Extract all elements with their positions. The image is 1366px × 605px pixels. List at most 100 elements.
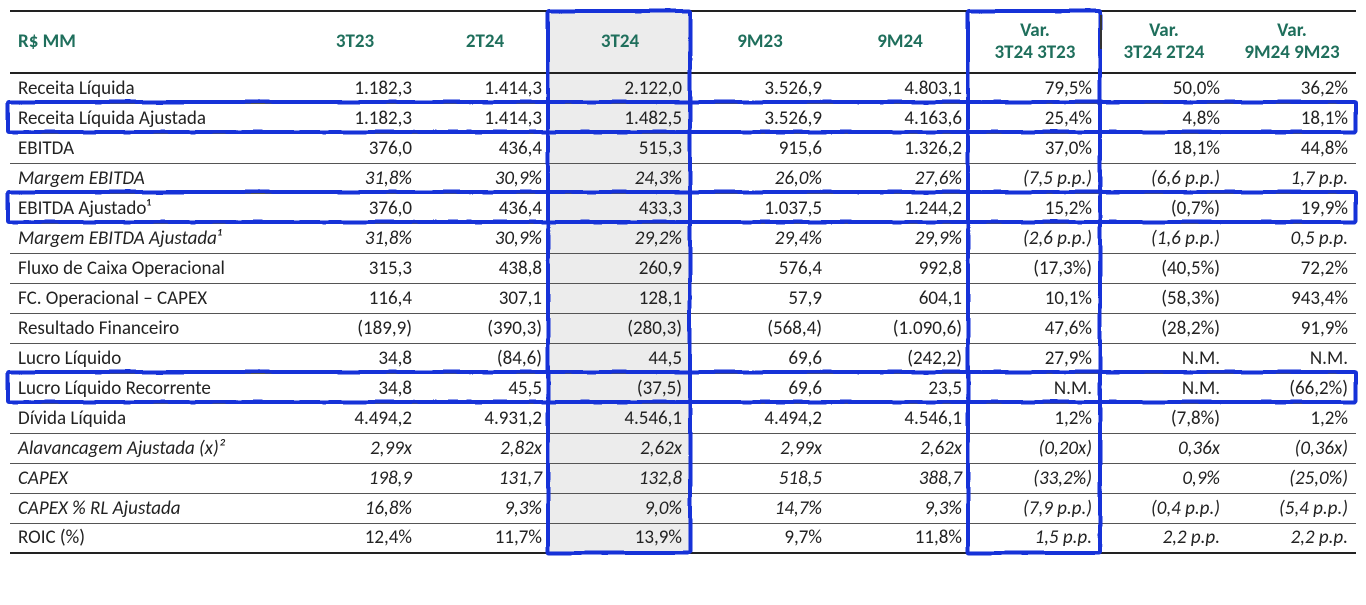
cell: 515,3	[550, 133, 690, 163]
financial-table: R$ MM 3T23 2T24 3T24 9M23 9M24 Var.3T24 …	[10, 10, 1356, 554]
cell: 433,3	[550, 193, 690, 223]
cell: 34,8	[290, 373, 420, 403]
cell: 27,6%	[830, 163, 970, 193]
cell: 26,0%	[690, 163, 830, 193]
row-label: Lucro Líquido	[10, 343, 290, 373]
cell: 9,3%	[830, 493, 970, 523]
cell: 0,5 p.p.	[1228, 223, 1356, 253]
cell: 1,5 p.p.	[970, 523, 1100, 553]
cell: 2,62x	[830, 433, 970, 463]
cell: 31,8%	[290, 163, 420, 193]
cell: 4.931,2	[420, 403, 550, 433]
table-row: Margem EBITDA31,8%30,9%24,3%26,0%27,6%(7…	[10, 163, 1356, 193]
header-var-1: Var.3T24 2T24	[1100, 11, 1228, 73]
row-label: Alavancagem Ajustada (x)²	[10, 433, 290, 463]
table-row: Margem EBITDA Ajustada¹31,8%30,9%29,2%29…	[10, 223, 1356, 253]
column-separator	[1100, 15, 1102, 49]
cell: 4.803,1	[830, 73, 970, 103]
header-row: R$ MM 3T23 2T24 3T24 9M23 9M24 Var.3T24 …	[10, 11, 1356, 73]
cell: 19,9%	[1228, 193, 1356, 223]
cell: 44,8%	[1228, 133, 1356, 163]
row-label: EBITDA	[10, 133, 290, 163]
cell: 198,9	[290, 463, 420, 493]
cell: 34,8	[290, 343, 420, 373]
cell: 30,9%	[420, 223, 550, 253]
cell: N.M.	[1100, 373, 1228, 403]
table-row: EBITDA Ajustado¹376,0436,4433,31.037,51.…	[10, 193, 1356, 223]
cell: 13,9%	[550, 523, 690, 553]
cell: (33,2%)	[970, 463, 1100, 493]
cell: 9,7%	[690, 523, 830, 553]
cell: (280,3)	[550, 313, 690, 343]
cell: 376,0	[290, 133, 420, 163]
cell: 1,2%	[970, 403, 1100, 433]
cell: (28,2%)	[1100, 313, 1228, 343]
cell: 2,62x	[550, 433, 690, 463]
cell: 91,9%	[1228, 313, 1356, 343]
table-row: Receita Líquida1.182,31.414,32.122,03.52…	[10, 73, 1356, 103]
table-row: Alavancagem Ajustada (x)²2,99x2,82x2,62x…	[10, 433, 1356, 463]
cell: (6,6 p.p.)	[1100, 163, 1228, 193]
header-col-2: 3T24	[550, 11, 690, 73]
cell: 2,2 p.p.	[1228, 523, 1356, 553]
cell: (84,6)	[420, 343, 550, 373]
cell: (242,2)	[830, 343, 970, 373]
cell: 1,7 p.p.	[1228, 163, 1356, 193]
cell: 11,8%	[830, 523, 970, 553]
cell: 3.526,9	[690, 103, 830, 133]
cell: (2,6 p.p.)	[970, 223, 1100, 253]
cell: 307,1	[420, 283, 550, 313]
cell: 1.182,3	[290, 73, 420, 103]
cell: (17,3%)	[970, 253, 1100, 283]
cell: 79,5%	[970, 73, 1100, 103]
cell: 36,2%	[1228, 73, 1356, 103]
row-label: Receita Líquida	[10, 73, 290, 103]
table-row: Receita Líquida Ajustada1.182,31.414,31.…	[10, 103, 1356, 133]
row-label: ROIC (%)	[10, 523, 290, 553]
cell: 10,1%	[970, 283, 1100, 313]
table-row: Resultado Financeiro(189,9)(390,3)(280,3…	[10, 313, 1356, 343]
cell: 29,9%	[830, 223, 970, 253]
cell: 69,6	[690, 343, 830, 373]
cell: 15,2%	[970, 193, 1100, 223]
cell: (0,20x)	[970, 433, 1100, 463]
cell: 438,8	[420, 253, 550, 283]
table-row: Fluxo de Caixa Operacional315,3438,8260,…	[10, 253, 1356, 283]
row-label: Lucro Líquido Recorrente	[10, 373, 290, 403]
cell: 1.326,2	[830, 133, 970, 163]
cell: 992,8	[830, 253, 970, 283]
row-label: Resultado Financeiro	[10, 313, 290, 343]
header-col-0: 3T23	[290, 11, 420, 73]
cell: 915,6	[690, 133, 830, 163]
cell: 1.414,3	[420, 73, 550, 103]
cell: N.M.	[1228, 343, 1356, 373]
cell: 4.163,6	[830, 103, 970, 133]
table-row: CAPEX % RL Ajustada16,8%9,3%9,0%14,7%9,3…	[10, 493, 1356, 523]
cell: 2,82x	[420, 433, 550, 463]
cell: 1.037,5	[690, 193, 830, 223]
cell: 116,4	[290, 283, 420, 313]
row-label: EBITDA Ajustado¹	[10, 193, 290, 223]
cell: (37,5)	[550, 373, 690, 403]
row-label: Receita Líquida Ajustada	[10, 103, 290, 133]
table-row: Lucro Líquido34,8(84,6)44,569,6(242,2)27…	[10, 343, 1356, 373]
cell: 69,6	[690, 373, 830, 403]
cell: 0,36x	[1100, 433, 1228, 463]
cell: (568,4)	[690, 313, 830, 343]
row-label: Margem EBITDA Ajustada¹	[10, 223, 290, 253]
cell: 131,7	[420, 463, 550, 493]
row-label: CAPEX % RL Ajustada	[10, 493, 290, 523]
cell: 4.546,1	[830, 403, 970, 433]
header-var-0: Var.3T24 3T23	[970, 11, 1100, 73]
header-col-1: 2T24	[420, 11, 550, 73]
header-col-4: 9M24	[830, 11, 970, 73]
cell: 315,3	[290, 253, 420, 283]
header-caption: R$ MM	[10, 11, 290, 73]
cell: (25,0%)	[1228, 463, 1356, 493]
cell: 3.526,9	[690, 73, 830, 103]
cell: 23,5	[830, 373, 970, 403]
cell: 1.182,3	[290, 103, 420, 133]
cell: (7,5 p.p.)	[970, 163, 1100, 193]
cell: 4.546,1	[550, 403, 690, 433]
row-label: FC. Operacional – CAPEX	[10, 283, 290, 313]
